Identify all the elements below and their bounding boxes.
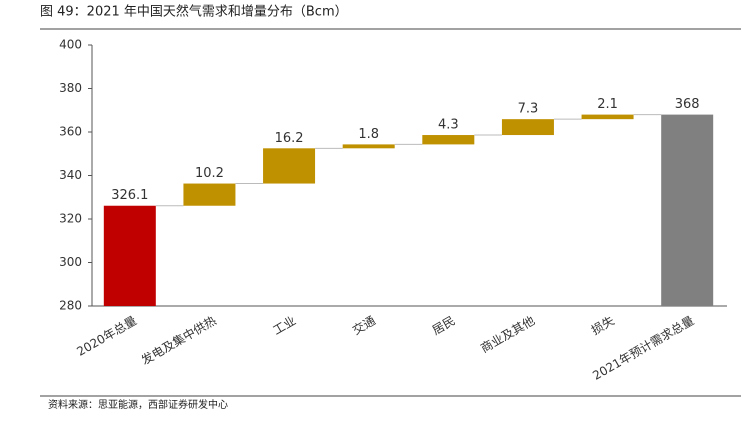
y-tick-label: 340 [59, 168, 82, 182]
value-label: 1.8 [358, 127, 379, 142]
bar [342, 144, 395, 149]
bar [422, 135, 475, 145]
value-label: 326.1 [111, 188, 148, 203]
x-tick-label: 交通 [350, 313, 378, 338]
y-tick-label: 320 [59, 212, 82, 226]
x-tick-label: 商业及其他 [478, 313, 537, 356]
x-tick-label: 工业 [271, 314, 299, 338]
x-tick-label: 发电及集中供热 [138, 313, 218, 368]
bar [183, 183, 236, 206]
value-label: 16.2 [275, 131, 304, 146]
value-label: 2.1 [597, 97, 618, 112]
source: 资料来源：思亚能源，西部证券研发中心 [48, 398, 228, 411]
value-label: 4.3 [438, 118, 459, 133]
chart-title: 图 49：2021 年中国天然气需求和增量分布（Bcm） [40, 4, 348, 20]
y-tick-label: 280 [59, 299, 82, 313]
bar [103, 205, 156, 306]
x-tick-label: 2020年总量 [74, 314, 139, 359]
x-tick-label: 居民 [430, 314, 458, 338]
y-tick-label: 360 [59, 125, 82, 139]
value-label: 368 [675, 97, 700, 112]
bar [263, 148, 316, 184]
y-tick-label: 300 [59, 255, 82, 269]
x-tick-label: 损失 [589, 313, 617, 338]
bar [661, 114, 714, 306]
value-label: 7.3 [518, 102, 539, 117]
value-label: 10.2 [195, 166, 224, 181]
bar [581, 114, 634, 120]
y-tick-label: 380 [59, 81, 82, 95]
y-tick-label: 400 [59, 38, 82, 52]
bar [501, 119, 554, 136]
